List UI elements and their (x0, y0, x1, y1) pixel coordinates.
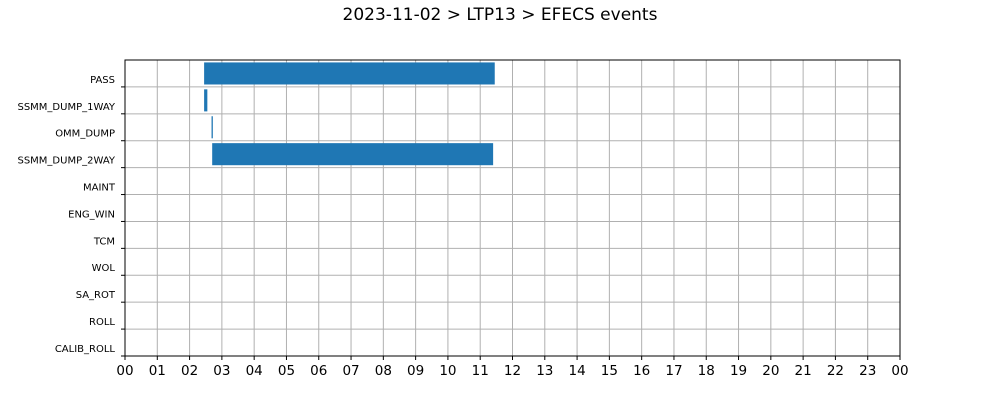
event-bar (204, 89, 208, 112)
x-tick-label: 23 (859, 363, 876, 379)
x-tick-label: 12 (504, 363, 521, 379)
x-tick-label: 07 (342, 363, 359, 379)
x-tick-label: 10 (439, 363, 456, 379)
y-tick-label: SA_ROT (76, 290, 116, 301)
x-tick-label: 15 (601, 363, 618, 379)
y-tick-label: ENG_WIN (68, 209, 115, 220)
y-tick-label: TCM (93, 236, 115, 247)
event-bars (204, 62, 495, 166)
event-bar (212, 143, 494, 166)
x-tick-label: 06 (310, 363, 327, 379)
x-tick-label: 19 (730, 363, 747, 379)
y-tick-label: WOL (92, 263, 116, 274)
x-tick-label: 11 (472, 363, 489, 379)
y-tick-label: PASS (90, 75, 115, 86)
x-tick-label: 13 (536, 363, 553, 379)
y-tick-label: SSMM_DUMP_1WAY (17, 102, 115, 113)
x-tick-label: 03 (213, 363, 230, 379)
x-tick-label: 09 (407, 363, 424, 379)
x-tick-label: 02 (181, 363, 198, 379)
x-tick-label: 00 (891, 363, 908, 379)
x-tick-label: 22 (827, 363, 844, 379)
grid-lines (124, 60, 901, 356)
x-tick-label: 05 (278, 363, 295, 379)
y-tick-label: OMM_DUMP (55, 129, 115, 140)
x-tick-label: 21 (795, 363, 812, 379)
x-tick-label: 04 (246, 363, 263, 379)
x-tick-label: 00 (116, 363, 133, 379)
x-tick-label: 20 (762, 363, 779, 379)
x-tick-label: 14 (568, 363, 585, 379)
x-tick-label: 08 (375, 363, 392, 379)
y-tick-label: MAINT (83, 183, 116, 194)
event-bar (204, 62, 495, 85)
chart-title: 2023-11-02 > LTP13 > EFECS events (342, 5, 658, 25)
x-tick-label: 17 (665, 363, 682, 379)
x-axis: 00 01 02 03 04 05 06 07 08 09 10 11 12 13 14 15 16 17 18 19… (116, 356, 909, 379)
x-tick-label: 01 (149, 363, 166, 379)
x-tick-label: 16 (633, 363, 650, 379)
y-axis: PASS SSMM_DUMP_1WAY OMM_DUMP SSMM_DUMP_2WAY… (17, 75, 125, 357)
x-tick-label: 18 (698, 363, 715, 379)
y-tick-label: CALIB_ROLL (55, 344, 116, 355)
y-tick-label: SSMM_DUMP_2WAY (17, 156, 115, 167)
y-tick-label: ROLL (89, 317, 115, 328)
event-bar (211, 116, 213, 139)
